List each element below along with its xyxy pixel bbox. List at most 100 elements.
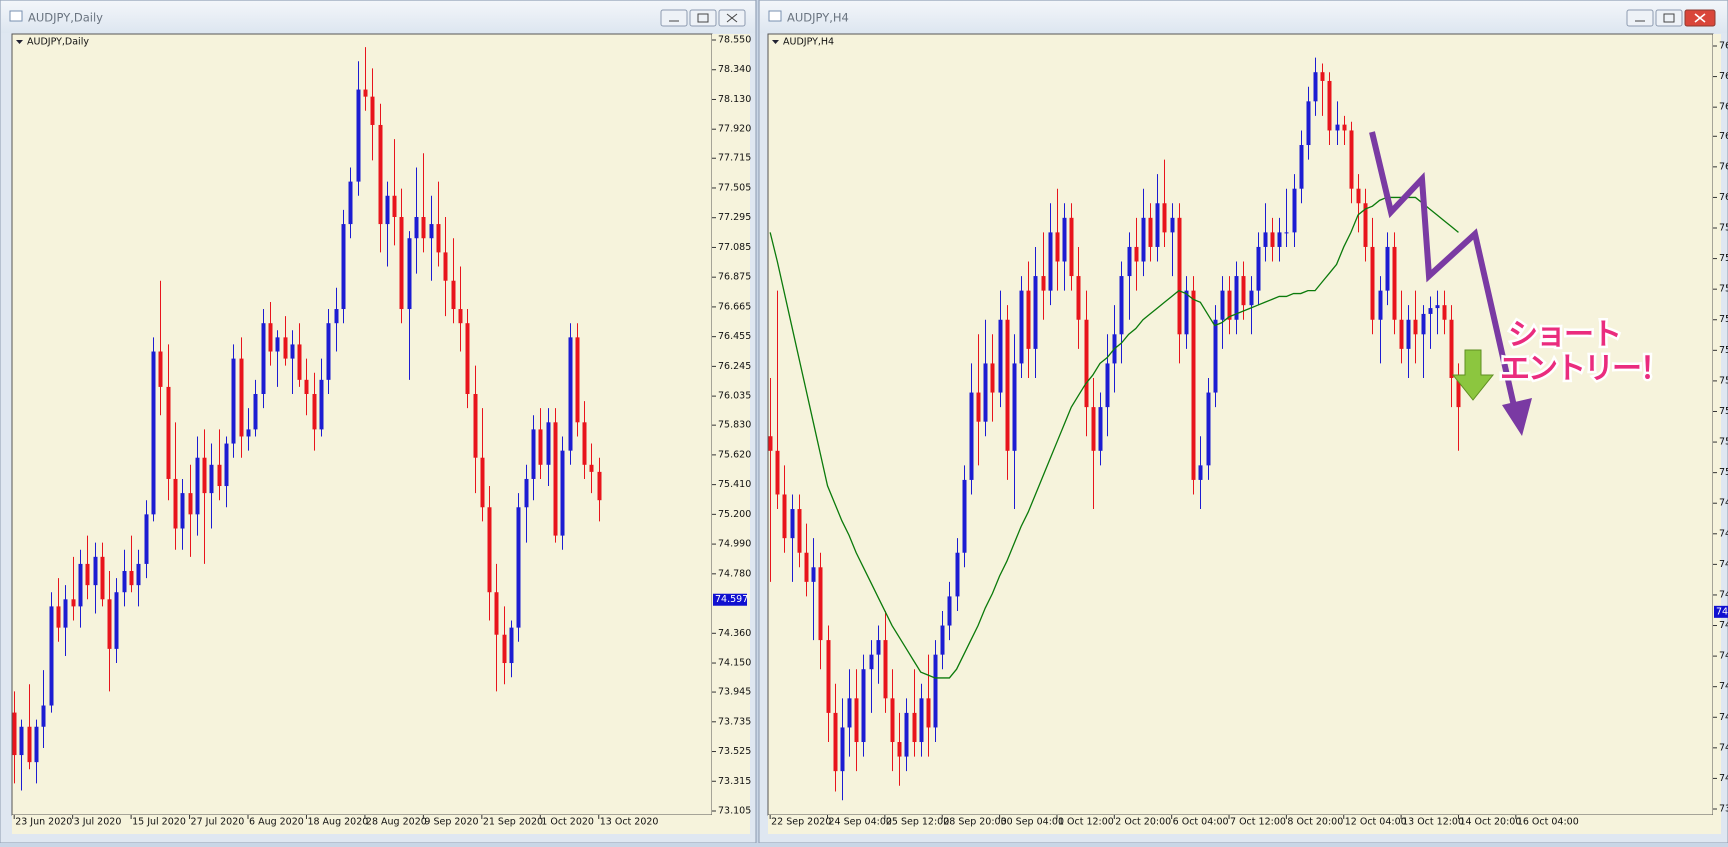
candle-body bbox=[768, 436, 773, 451]
candle-body bbox=[1421, 313, 1426, 335]
candle-body bbox=[1428, 308, 1433, 314]
candle-body bbox=[1256, 246, 1261, 291]
candle-body bbox=[790, 509, 795, 539]
candle-body bbox=[71, 599, 76, 607]
candle-body bbox=[811, 567, 816, 582]
candle-body bbox=[1342, 124, 1347, 131]
candle-body bbox=[983, 363, 988, 422]
candle-body bbox=[19, 726, 24, 756]
y-tick-label: 75.200 bbox=[718, 509, 751, 520]
plot-area bbox=[11, 33, 713, 816]
candle-body bbox=[341, 224, 346, 310]
candle-body bbox=[334, 309, 339, 324]
candle-body bbox=[962, 479, 967, 553]
plot-area bbox=[767, 33, 1714, 816]
x-tick-label: 21 Sep 2020 bbox=[483, 817, 543, 828]
menu-triangle bbox=[772, 40, 779, 44]
candle-body bbox=[114, 592, 119, 649]
candle-body bbox=[1134, 246, 1139, 262]
window-title: AUDJPY,H4 bbox=[787, 11, 849, 25]
y-tick-label: 75.390 bbox=[1719, 375, 1728, 386]
y-tick-label: 74.990 bbox=[718, 539, 751, 550]
candle-body bbox=[209, 464, 214, 494]
candle-body bbox=[546, 422, 551, 465]
candle-body bbox=[933, 654, 938, 728]
window-buttons[interactable] bbox=[660, 9, 746, 27]
candle-body bbox=[129, 570, 134, 586]
window-buttons[interactable] bbox=[1626, 9, 1716, 27]
candle-body bbox=[151, 351, 156, 515]
y-tick-label: 74.340 bbox=[1719, 681, 1728, 692]
candle-body bbox=[348, 181, 353, 225]
candle-body bbox=[1220, 290, 1225, 320]
candle-body bbox=[224, 443, 229, 487]
candle-body bbox=[414, 216, 419, 239]
x-tick-label: 16 Oct 04:00 bbox=[1517, 817, 1579, 828]
candle-body bbox=[1076, 276, 1081, 320]
price-label-box bbox=[1714, 605, 1728, 618]
candle-body bbox=[1449, 319, 1454, 378]
maximize-button[interactable] bbox=[689, 9, 717, 27]
candle-body bbox=[1127, 246, 1132, 277]
candle-body bbox=[78, 563, 83, 607]
y-tick-label: 74.025 bbox=[1719, 773, 1728, 784]
candle-body bbox=[1227, 290, 1232, 320]
candle-body bbox=[955, 552, 960, 597]
y-tick-label: 74.780 bbox=[718, 568, 751, 579]
y-tick-label: 73.315 bbox=[718, 776, 751, 787]
candle-body bbox=[1062, 217, 1067, 262]
candle-body bbox=[407, 238, 412, 310]
candle-body bbox=[100, 556, 105, 600]
candle-body bbox=[589, 464, 594, 472]
y-tick-label: 76.230 bbox=[1719, 131, 1728, 142]
window-title: AUDJPY,Daily bbox=[28, 11, 103, 25]
y-tick-label: 74.235 bbox=[1719, 712, 1728, 723]
arrow-head bbox=[1502, 398, 1532, 436]
icon bbox=[1663, 13, 1675, 23]
chart-title: AUDJPY,Daily bbox=[27, 37, 89, 48]
minimize-button[interactable] bbox=[1626, 9, 1654, 27]
candle-body bbox=[1141, 217, 1146, 262]
candle-body bbox=[1177, 217, 1182, 335]
y-tick-label: 77.920 bbox=[718, 124, 751, 135]
candle-body bbox=[976, 392, 981, 422]
x-tick-label: 1 Oct 12:00 bbox=[1058, 817, 1114, 828]
candle-body bbox=[840, 727, 845, 772]
candle-body bbox=[195, 457, 200, 515]
maximize-button[interactable] bbox=[1655, 9, 1683, 27]
candle-body bbox=[804, 552, 809, 582]
y-tick-label: 73.105 bbox=[718, 806, 751, 817]
candle-body bbox=[1335, 124, 1340, 131]
window-icon bbox=[768, 10, 782, 22]
y-tick-label: 76.665 bbox=[718, 301, 751, 312]
y-tick-label: 76.875 bbox=[718, 272, 751, 283]
candle-body bbox=[63, 599, 68, 628]
candle-body bbox=[1055, 232, 1060, 262]
y-tick-label: 74.360 bbox=[718, 628, 751, 639]
y-tick-label: 74.865 bbox=[1719, 528, 1728, 539]
y-tick-label: 75.410 bbox=[718, 479, 751, 490]
y-tick-label: 76.540 bbox=[1719, 41, 1728, 52]
candle-body bbox=[261, 323, 266, 394]
candle-body bbox=[429, 224, 434, 239]
candle-body bbox=[378, 124, 383, 225]
y-tick-label: 75.830 bbox=[718, 420, 751, 431]
minimize-button[interactable] bbox=[660, 9, 688, 27]
candle-body bbox=[926, 698, 931, 728]
candle-body bbox=[326, 323, 331, 380]
candle-body bbox=[1098, 407, 1103, 451]
candle-body bbox=[516, 507, 521, 628]
candle-body bbox=[283, 337, 288, 359]
y-tick-label: 76.125 bbox=[1719, 161, 1728, 172]
candle-body bbox=[1349, 130, 1354, 189]
candle-body bbox=[509, 627, 514, 664]
candle-body bbox=[876, 640, 881, 655]
y-tick-label: 75.600 bbox=[1719, 314, 1728, 325]
y-tick-label: 74.970 bbox=[1719, 498, 1728, 509]
candle-body bbox=[494, 592, 499, 635]
candle-body bbox=[1048, 232, 1053, 291]
candle-body bbox=[1005, 319, 1010, 451]
candle-body bbox=[1119, 276, 1124, 335]
y-tick-label: 75.495 bbox=[1719, 345, 1728, 356]
icon bbox=[697, 13, 709, 23]
